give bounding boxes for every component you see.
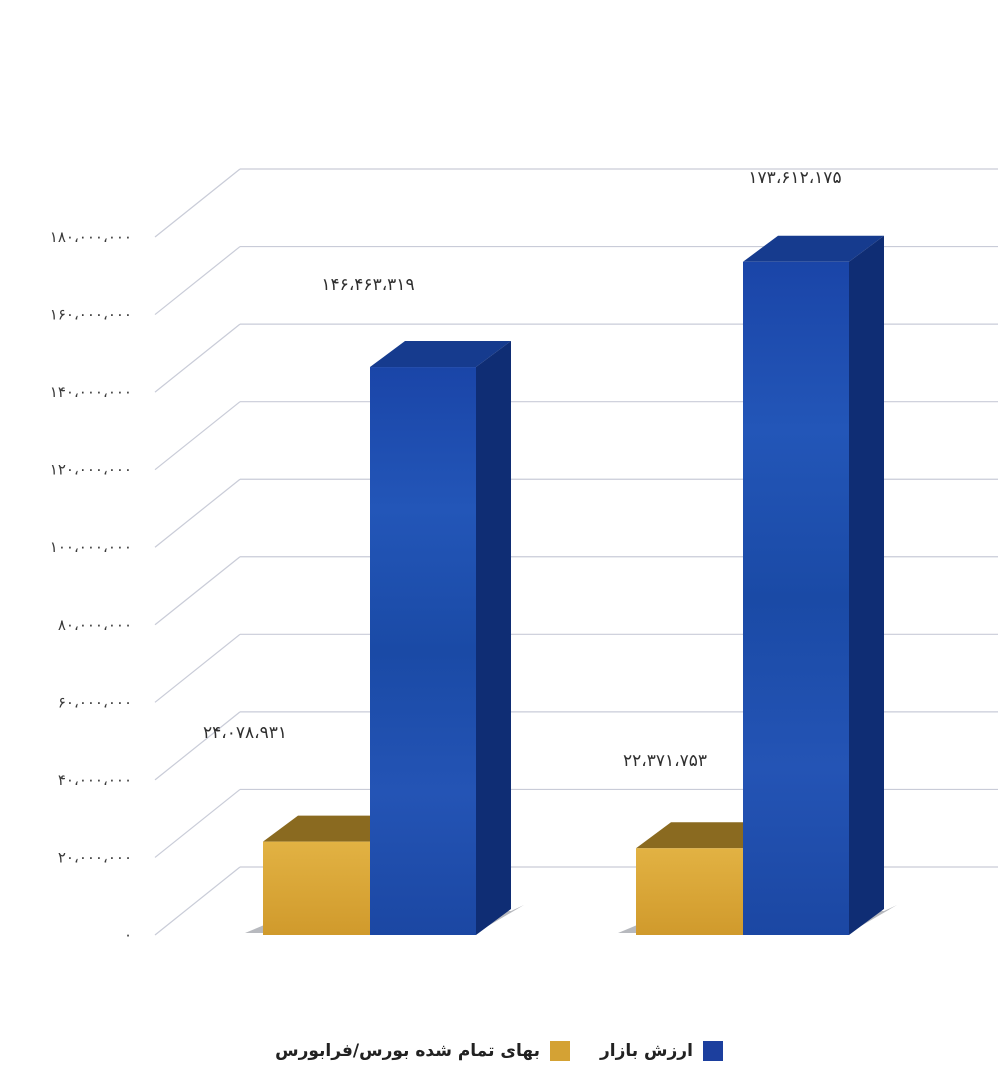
- data-label: ۱۴۶،۴۶۳،۳۱۹: [321, 275, 414, 295]
- y-tick-label: ۶۰،۰۰۰،۰۰۰: [58, 693, 132, 711]
- y-tick-label: ۱۴۰،۰۰۰،۰۰۰: [50, 383, 132, 401]
- legend-label-market-value: ارزش بازار: [599, 1041, 693, 1061]
- y-tick-label: ۱۰۰،۰۰۰،۰۰۰: [50, 538, 132, 556]
- bar-cost-2: [636, 848, 743, 935]
- data-label: ۲۴،۰۷۸،۹۳۱: [203, 723, 287, 743]
- gridline-diagonal: [154, 478, 241, 548]
- bar-cost-1-top: [263, 815, 405, 842]
- gridline-diagonal: [154, 556, 241, 626]
- gridline-diagonal: [154, 633, 241, 703]
- bar-market-value-1: [370, 367, 476, 935]
- data-labels: ۲۴،۰۷۸،۹۳۱ ۲۲،۳۷۱،۷۵۳ ۱۴۶،۴۶۳،۳۱۹ ۱۷۳،۶۱۲،۱…: [203, 168, 841, 771]
- legend-swatch-market-value: [702, 1041, 723, 1061]
- bar-cost-1: [263, 841, 370, 935]
- legend-label-cost: بهای تمام شده بورس/فرابورس: [275, 1041, 540, 1061]
- gridline-diagonal: [154, 711, 241, 781]
- bar-market-value-2-top: [743, 235, 884, 262]
- legend: ارزش بازار بهای تمام شده بورس/فرابورس: [0, 1036, 998, 1066]
- legend-swatch-cost: [549, 1041, 570, 1061]
- data-label: ۲۲،۳۷۱،۷۵۳: [623, 751, 707, 771]
- gridline-diagonal: [154, 401, 241, 471]
- bars: [245, 235, 897, 935]
- bar-chart: ۰ ۲۰،۰۰۰،۰۰۰ ۴۰،۰۰۰،۰۰۰ ۶۰،۰۰۰،۰۰۰ ۸۰،۰۰۰،۰۰…: [50, 168, 998, 944]
- legend-item-market-value: ارزش بازار: [600, 1041, 723, 1061]
- y-tick-label: ۱۲۰،۰۰۰،۰۰۰: [50, 461, 132, 479]
- y-tick-label: ۴۰،۰۰۰،۰۰۰: [58, 771, 132, 789]
- y-tick-label: ۱۶۰،۰۰۰،۰۰۰: [50, 306, 132, 324]
- gridline-diagonal: [154, 323, 241, 393]
- data-label: ۱۷۳،۶۱۲،۱۷۵: [748, 168, 841, 188]
- gridline-diagonal: [154, 866, 241, 936]
- y-tick-label: ۲۰،۰۰۰،۰۰۰: [58, 848, 132, 866]
- y-axis-ticks: ۰ ۲۰،۰۰۰،۰۰۰ ۴۰،۰۰۰،۰۰۰ ۶۰،۰۰۰،۰۰۰ ۸۰،۰۰۰،۰۰…: [50, 228, 132, 944]
- bar-cost-2-top: [636, 822, 778, 849]
- gridline-diagonal: [154, 788, 241, 858]
- bar-market-value-1-top: [370, 341, 511, 368]
- y-tick-label: ۸۰،۰۰۰،۰۰۰: [58, 616, 132, 634]
- bar-market-value-2: [743, 261, 849, 935]
- bar-market-value-1-side: [476, 341, 511, 935]
- gridline-diagonal: [154, 168, 241, 238]
- y-tick-label: ۰: [124, 926, 132, 944]
- bar-market-value-2-side: [849, 235, 884, 935]
- gridline-diagonal: [154, 246, 241, 316]
- y-tick-label: ۱۸۰،۰۰۰،۰۰۰: [50, 228, 132, 246]
- legend-item-cost: بهای تمام شده بورس/فرابورس: [275, 1041, 570, 1061]
